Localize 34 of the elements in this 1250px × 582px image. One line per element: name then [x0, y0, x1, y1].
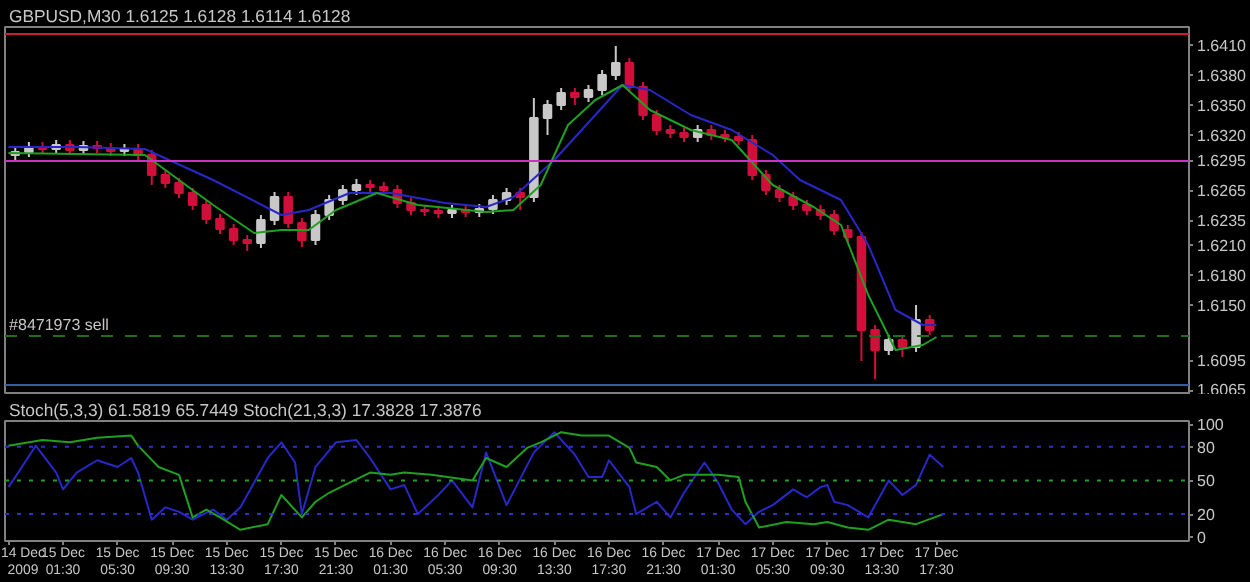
chart-title: GBPUSD,M30 1.6125 1.6128 1.6114 1.6128	[9, 6, 351, 26]
candlestick	[651, 109, 662, 136]
y-tick-label: 1.6150	[1197, 297, 1248, 315]
candlestick	[870, 324, 880, 380]
y-tick-label: 1.6380	[1197, 67, 1248, 85]
chart-subtitle: Stoch(5,3,3) 61.5819 65.7449 Stoch(21,3,3) 17.3828 17.3876	[9, 400, 482, 420]
candlestick	[297, 217, 307, 248]
candlestick	[256, 214, 266, 249]
y-tick-label: 1.6210	[1197, 237, 1248, 255]
candlestick	[201, 199, 212, 225]
candlestick	[897, 334, 908, 358]
y-tick-label: 1.6320	[1197, 127, 1248, 145]
y-tick-label: 1.6295	[1197, 152, 1248, 170]
candlestick	[597, 69, 607, 96]
candlestick	[542, 99, 553, 136]
candlestick	[215, 213, 225, 235]
y-tick-label: 1.6265	[1197, 182, 1248, 200]
candlestick	[283, 191, 293, 229]
y-tick-label: 80	[1197, 438, 1216, 457]
ref-line-label: #8471973 sell	[9, 316, 110, 334]
y-tick-label: 1.6410	[1197, 37, 1248, 55]
y-tick-label: 100	[1197, 416, 1225, 435]
y-tick-label: 50	[1197, 472, 1216, 491]
y-tick-label: 1.6180	[1197, 267, 1248, 285]
y-tick-label: 1.6350	[1197, 97, 1248, 115]
y-tick-label: 0	[1197, 528, 1207, 547]
y-tick-label: 20	[1197, 506, 1216, 525]
candlestick	[174, 177, 184, 199]
candlestick	[556, 87, 566, 111]
candlestick	[611, 45, 621, 81]
candlestick	[187, 187, 198, 211]
candlestick	[228, 223, 239, 246]
y-tick-label: 1.6235	[1197, 212, 1248, 230]
y-tick-label: 1.6095	[1197, 352, 1248, 370]
